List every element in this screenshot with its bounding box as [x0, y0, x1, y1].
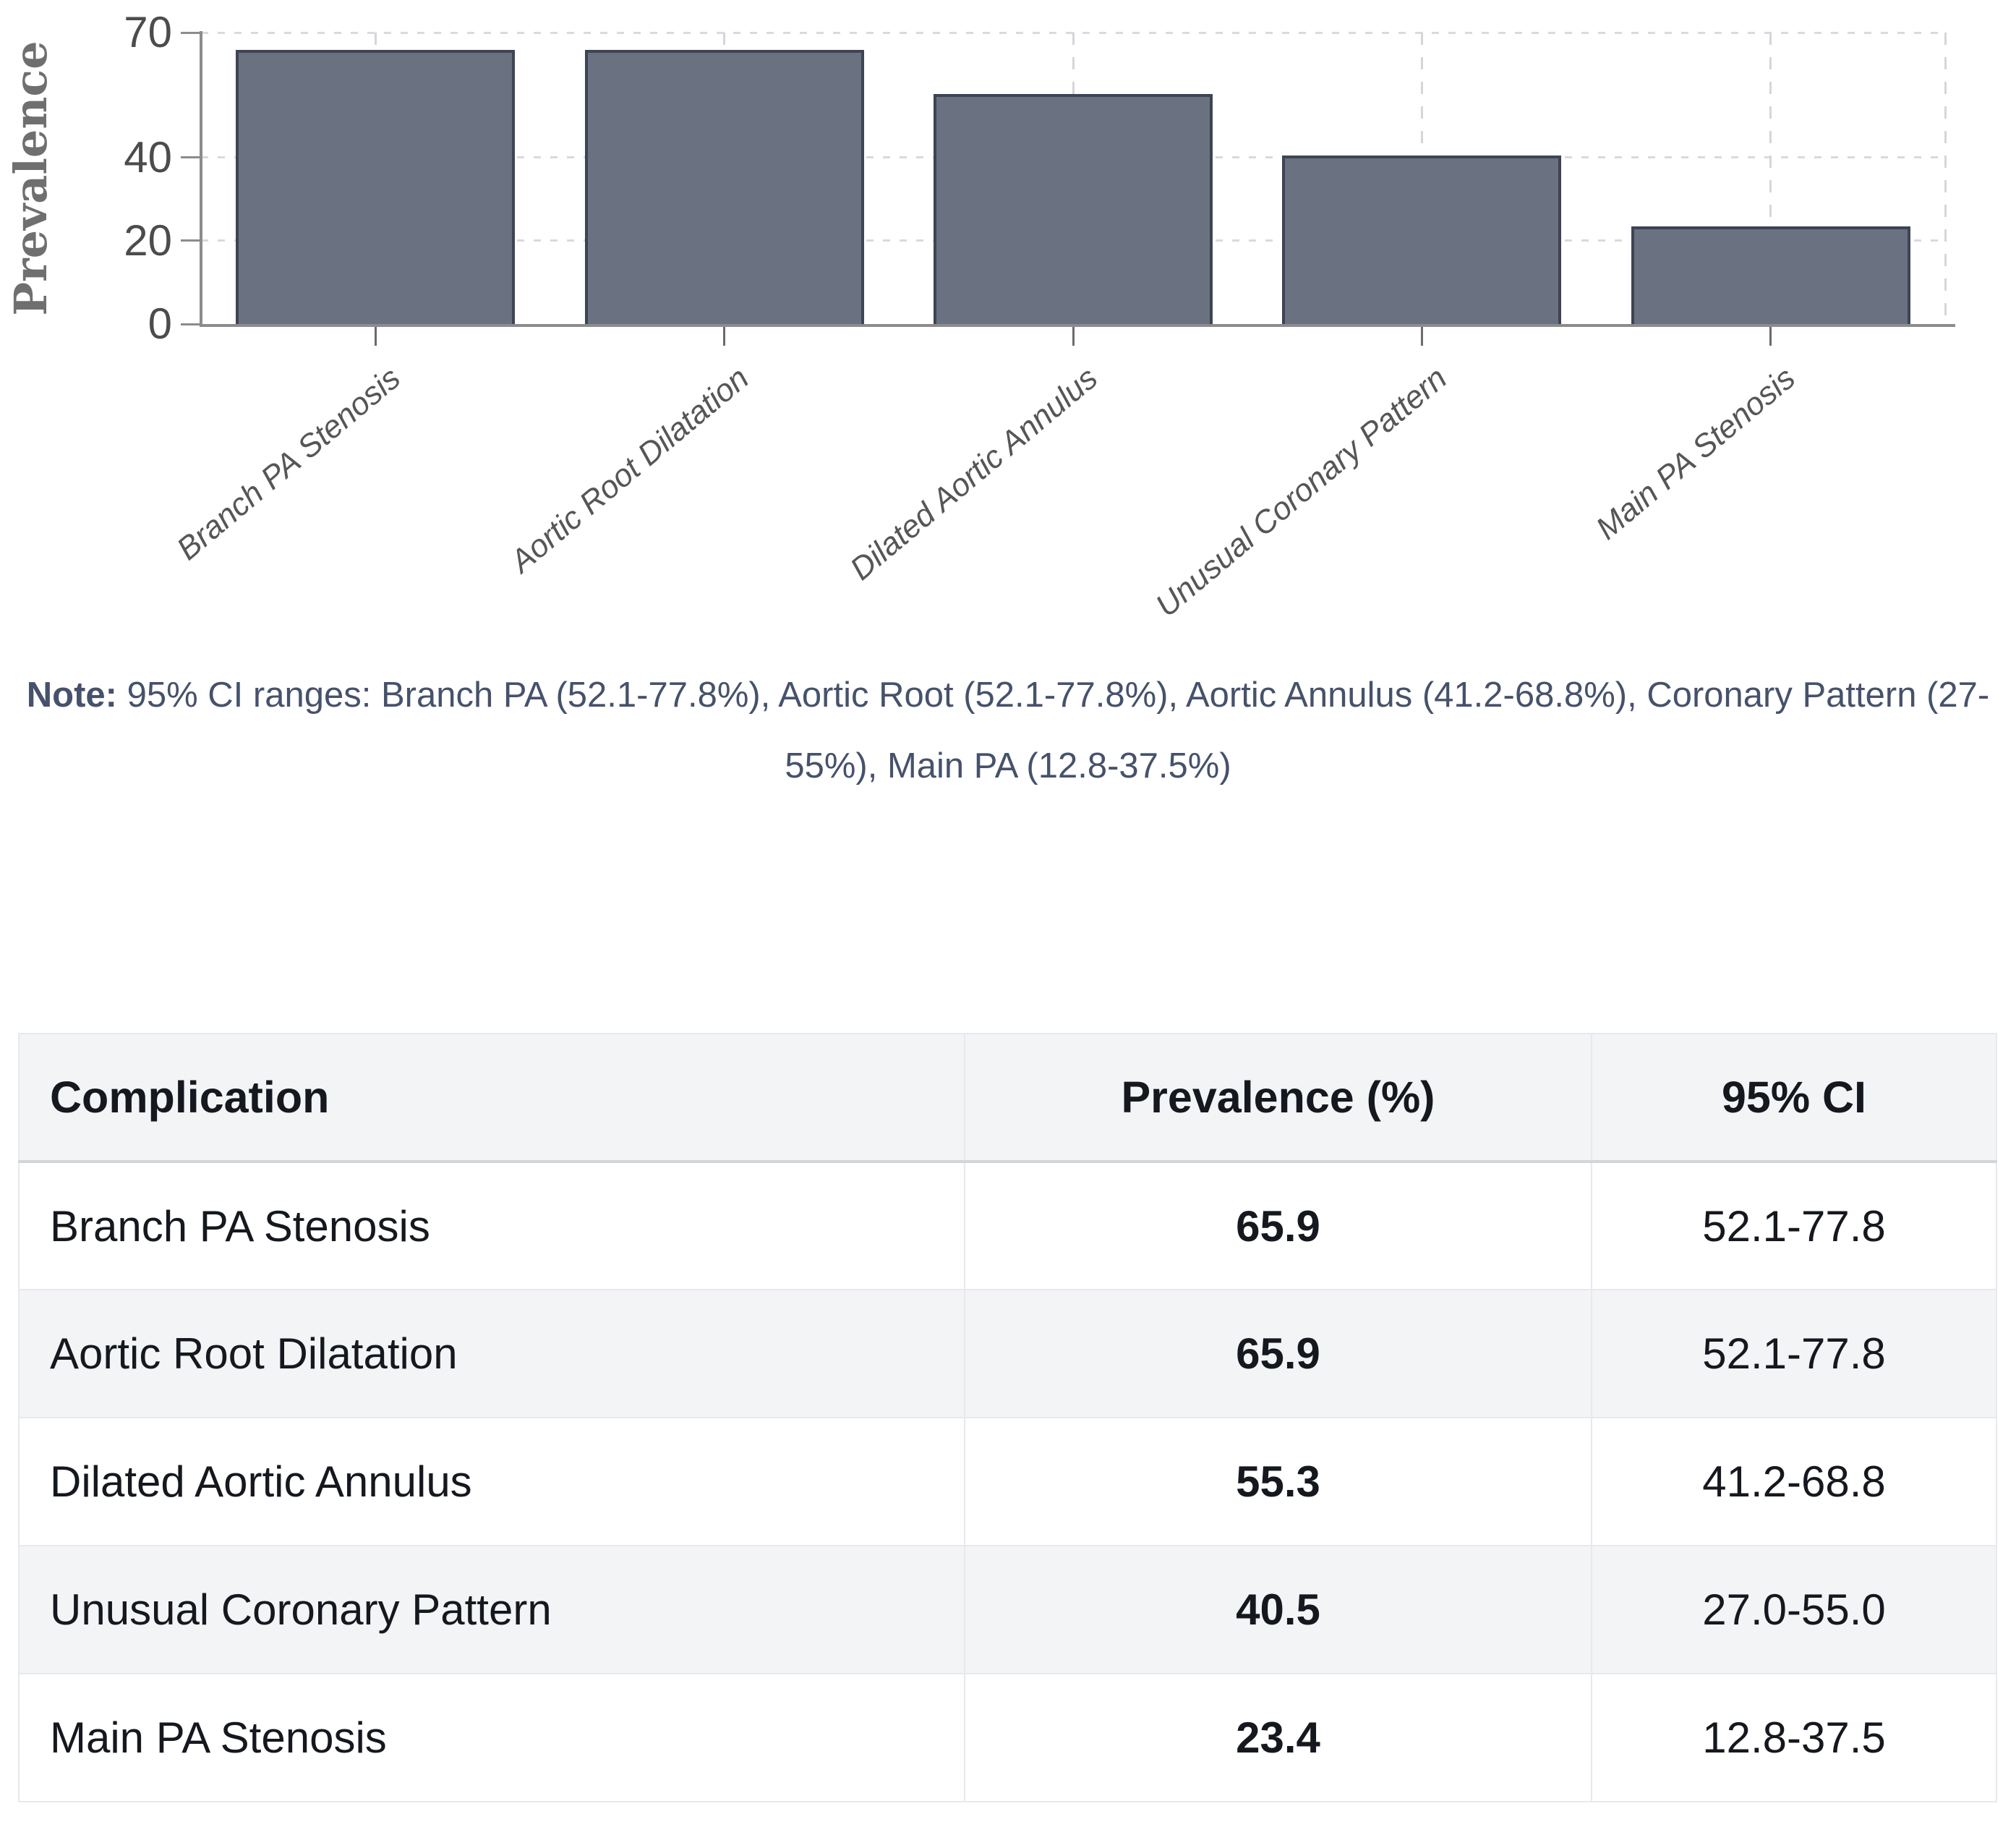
table-row: Dilated Aortic Annulus 55.3 41.2-68.8 — [18, 1417, 1997, 1546]
cell-prevalence: 40.5 — [964, 1545, 1592, 1674]
y-axis-tick-label: 40 — [124, 132, 172, 182]
bar — [1282, 155, 1562, 324]
x-axis-tick — [1769, 327, 1772, 346]
gridline-vertical — [1944, 33, 1947, 324]
y-axis-tick — [181, 239, 200, 242]
x-axis-line — [200, 324, 1955, 327]
y-axis-tick — [181, 156, 200, 159]
x-axis-tick — [1420, 327, 1423, 346]
note-label: Note: — [26, 676, 117, 715]
x-axis-label: Main PA Stenosis — [1589, 360, 1803, 547]
header-prevalence: Prevalence (%) — [964, 1033, 1592, 1163]
note: Note: 95% CI ranges: Branch PA (52.1-77.… — [10, 660, 2006, 801]
y-axis-tick — [181, 323, 200, 325]
cell-complication: Aortic Root Dilatation — [18, 1289, 965, 1418]
x-axis-tick — [723, 327, 726, 346]
bar — [1631, 226, 1910, 324]
bar — [934, 93, 1213, 324]
cell-complication: Main PA Stenosis — [18, 1673, 965, 1802]
cell-ci: 52.1-77.8 — [1591, 1289, 1997, 1418]
cell-prevalence: 23.4 — [964, 1673, 1592, 1802]
cell-prevalence: 65.9 — [964, 1161, 1592, 1290]
x-axis-tick — [374, 327, 377, 346]
header-complication: Complication — [18, 1033, 965, 1163]
table-header-row: Complication Prevalence (%) 95% CI — [18, 1033, 1997, 1163]
cell-complication: Dilated Aortic Annulus — [18, 1417, 965, 1546]
cell-complication: Branch PA Stenosis — [18, 1161, 965, 1290]
table-row: Aortic Root Dilatation 65.9 52.1-77.8 — [18, 1289, 1997, 1418]
header-ci: 95% CI — [1591, 1033, 1997, 1163]
bar — [584, 49, 864, 324]
table-row: Unusual Coronary Pattern 40.5 27.0-55.0 — [18, 1545, 1997, 1674]
complications-table: Complication Prevalence (%) 95% CI Branc… — [18, 1033, 1997, 1802]
note-text: 95% CI ranges: Branch PA (52.1-77.8%), A… — [116, 676, 1990, 785]
y-axis-tick-label: 0 — [148, 299, 172, 348]
x-axis-tick — [1072, 327, 1075, 346]
x-axis-label: Unusual Coronary Pattern — [1148, 360, 1453, 624]
x-axis-label: Aortic Root Dilatation — [504, 360, 756, 580]
bar — [236, 49, 516, 324]
cell-prevalence: 65.9 — [964, 1289, 1592, 1418]
x-axis-label: Branch PA Stenosis — [170, 360, 407, 567]
cell-ci: 12.8-37.5 — [1591, 1673, 1997, 1802]
plot-area — [201, 31, 1947, 324]
cell-prevalence: 55.3 — [964, 1417, 1592, 1546]
y-axis-line — [200, 31, 202, 327]
table-row: Branch PA Stenosis 65.9 52.1-77.8 — [18, 1161, 1997, 1290]
y-axis-tick-label: 70 — [124, 8, 172, 56]
cell-ci: 27.0-55.0 — [1591, 1545, 1997, 1674]
cell-complication: Unusual Coronary Pattern — [18, 1545, 965, 1674]
cell-ci: 41.2-68.8 — [1591, 1417, 1997, 1546]
gridline-vertical — [1769, 33, 1772, 324]
cell-ci: 52.1-77.8 — [1591, 1161, 1997, 1290]
x-axis-label: Dilated Aortic Annulus — [843, 360, 1105, 587]
y-axis-tick — [181, 31, 200, 34]
table-row: Main PA Stenosis 23.4 12.8-37.5 — [18, 1673, 1997, 1802]
y-axis-tick-label: 20 — [124, 216, 172, 265]
